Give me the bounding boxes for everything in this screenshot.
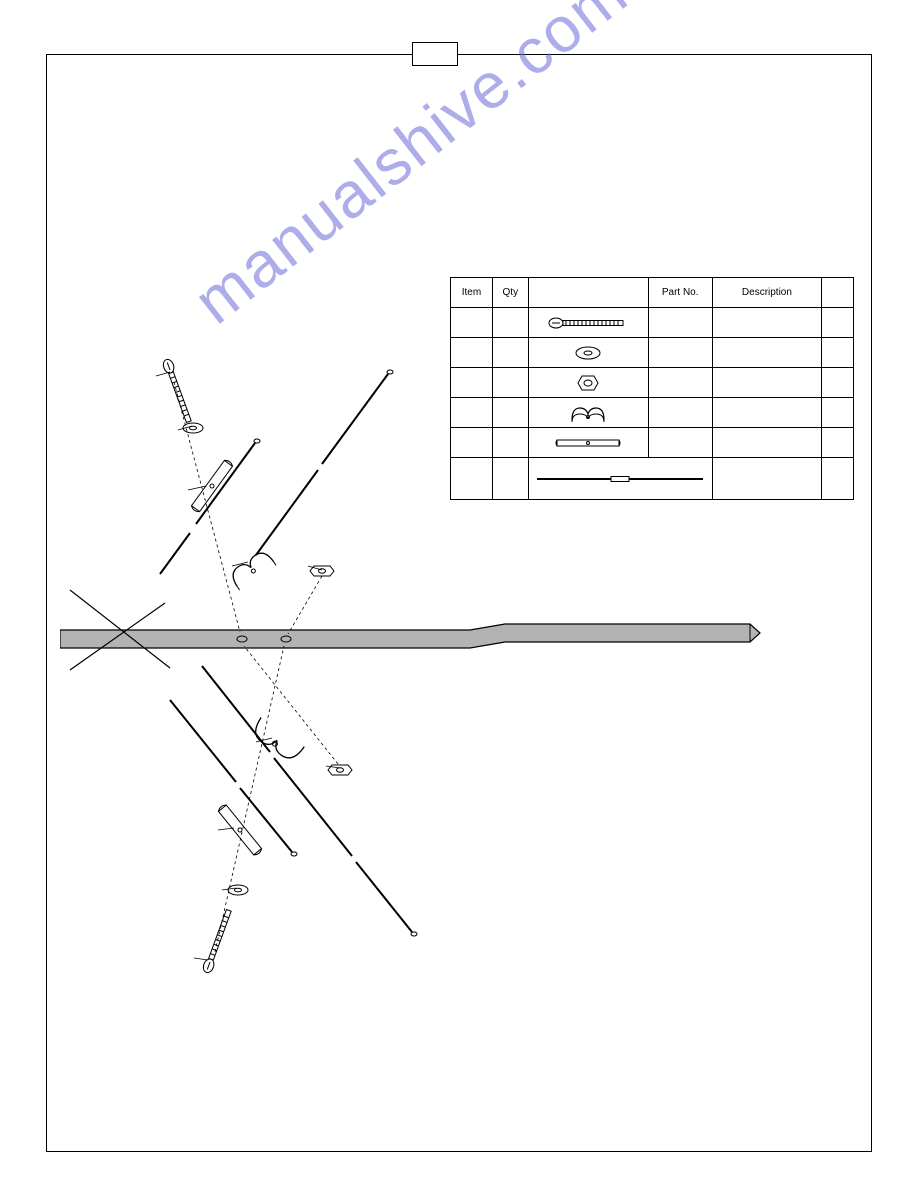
page-number-box [412,42,458,66]
cell-image [528,398,648,428]
table-row [451,458,854,500]
th-item: Item [451,278,493,308]
cell-item [451,308,493,338]
cell-image [528,338,648,368]
cell-image [528,368,648,398]
cell-desc [712,308,822,338]
cell-qty [492,308,528,338]
table-row [451,428,854,458]
washer-icon [573,345,603,361]
element-icon [535,472,705,486]
cell-image [528,458,712,500]
screw-icon [548,315,628,331]
nut-icon [576,373,600,393]
cell-end [822,308,854,338]
th-end [822,278,854,308]
page: Item Qty Part No. Description [0,0,918,1188]
table-row [451,398,854,428]
table-row [451,368,854,398]
th-partno: Part No. [648,278,712,308]
parts-table: Item Qty Part No. Description [450,277,854,500]
cell-image [528,308,648,338]
cell-partno [648,308,712,338]
th-desc: Description [712,278,822,308]
th-image [528,278,648,308]
table-row [451,308,854,338]
th-qty: Qty [492,278,528,308]
table-header: Item Qty Part No. Description [451,278,854,308]
page-frame [46,54,872,1152]
saddle-icon [568,402,608,424]
cell-image [528,428,648,458]
splice-icon [553,435,623,451]
table-row [451,338,854,368]
